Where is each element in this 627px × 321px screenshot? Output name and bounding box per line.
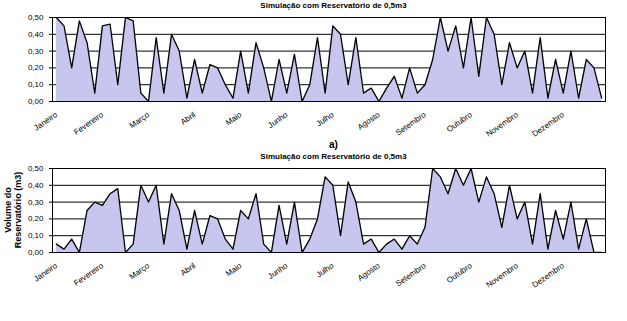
svg-text:0,50: 0,50 — [28, 13, 44, 22]
svg-text:Janeiro: Janeiro — [32, 110, 59, 133]
svg-text:0,20: 0,20 — [28, 63, 44, 72]
svg-text:Setembro: Setembro — [394, 110, 428, 138]
svg-text:0,40: 0,40 — [28, 30, 44, 39]
svg-text:Outubro: Outubro — [445, 110, 474, 134]
svg-text:Abril: Abril — [179, 110, 197, 127]
svg-text:Novembro: Novembro — [484, 110, 520, 139]
svg-text:Julho: Julho — [315, 110, 336, 129]
svg-text:Maio: Maio — [224, 110, 244, 128]
html-text:Simulação com Reservatório de: Simulação com Reservatório de 0,5m3 — [260, 152, 407, 161]
svg-text:0,50: 0,50 — [28, 164, 44, 173]
svg-text:Fevereiro: Fevereiro — [72, 261, 105, 288]
svg-text:0,40: 0,40 — [28, 181, 44, 190]
svg-text:Março: Março — [128, 110, 152, 130]
svg-text:Agosto: Agosto — [356, 261, 382, 283]
svg-text:Janeiro: Janeiro — [32, 261, 59, 284]
svg-text:0,30: 0,30 — [28, 47, 44, 56]
svg-text:Maio: Maio — [224, 261, 244, 279]
svg-text:Setembro: Setembro — [394, 261, 428, 289]
svg-text:Dezembro: Dezembro — [530, 261, 566, 290]
html-text:a): a) — [329, 139, 338, 150]
svg-text:Junho: Junho — [266, 261, 289, 281]
svg-text:Dezembro: Dezembro — [530, 110, 566, 139]
html-text:Simulação com Reservatório de: Simulação com Reservatório de 0,5m3 — [260, 1, 407, 10]
svg-text:0,20: 0,20 — [28, 214, 44, 223]
svg-text:0,30: 0,30 — [28, 198, 44, 207]
svg-text:Março: Março — [128, 261, 152, 281]
svg-text:Outubro: Outubro — [445, 261, 474, 285]
svg-text:Novembro: Novembro — [484, 261, 520, 290]
svg-text:Volume doReservatório (m3): Volume doReservatório (m3) — [3, 172, 23, 249]
svg-text:0,00: 0,00 — [28, 248, 44, 257]
svg-text:0,00: 0,00 — [28, 97, 44, 106]
svg-text:0,10: 0,10 — [28, 80, 44, 89]
svg-text:Abril: Abril — [179, 261, 197, 278]
svg-text:Agosto: Agosto — [356, 110, 382, 132]
svg-text:0,10: 0,10 — [28, 231, 44, 240]
svg-text:Fevereiro: Fevereiro — [72, 110, 105, 137]
svg-text:Julho: Julho — [315, 261, 336, 280]
svg-text:Junho: Junho — [266, 110, 289, 130]
